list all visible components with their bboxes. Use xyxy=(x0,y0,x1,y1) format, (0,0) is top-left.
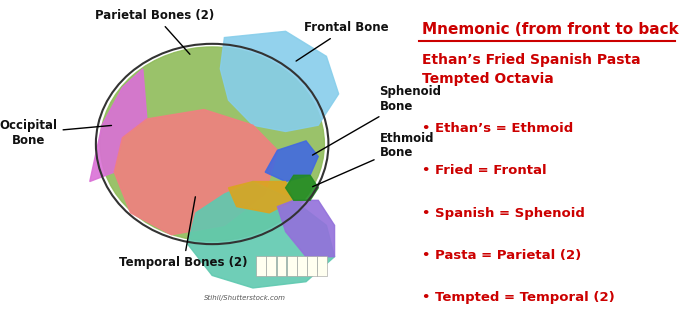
Text: Stihil/Shutterstock.com: Stihil/Shutterstock.com xyxy=(204,295,286,301)
Text: • Fried = Frontal: • Fried = Frontal xyxy=(422,164,546,177)
Text: Mnemonic (from front to back):: Mnemonic (from front to back): xyxy=(422,22,680,37)
Text: Frontal Bone: Frontal Bone xyxy=(296,21,389,61)
Polygon shape xyxy=(286,175,318,200)
FancyBboxPatch shape xyxy=(267,256,276,276)
FancyBboxPatch shape xyxy=(287,256,296,276)
Text: Ethmoid
Bone: Ethmoid Bone xyxy=(313,131,434,187)
Polygon shape xyxy=(228,182,294,213)
Text: • Ethan’s = Ethmoid: • Ethan’s = Ethmoid xyxy=(422,122,573,135)
FancyBboxPatch shape xyxy=(277,256,286,276)
Text: Sphenoid
Bone: Sphenoid Bone xyxy=(313,85,441,155)
Text: Ethan’s Fried Spanish Pasta
Tempted Octavia: Ethan’s Fried Spanish Pasta Tempted Octa… xyxy=(422,53,641,86)
FancyBboxPatch shape xyxy=(307,256,317,276)
Text: • Pasta = Parietal (2): • Pasta = Parietal (2) xyxy=(422,249,581,262)
Text: • Spanish = Sphenoid: • Spanish = Sphenoid xyxy=(422,207,585,220)
Text: • Tempted = Temporal (2): • Tempted = Temporal (2) xyxy=(422,291,614,304)
FancyBboxPatch shape xyxy=(297,256,307,276)
FancyBboxPatch shape xyxy=(256,256,266,276)
Polygon shape xyxy=(277,200,335,257)
Text: Temporal Bones (2): Temporal Bones (2) xyxy=(120,197,248,269)
Polygon shape xyxy=(90,69,147,182)
Text: Parietal Bones (2): Parietal Bones (2) xyxy=(95,9,215,54)
Ellipse shape xyxy=(100,47,324,241)
Text: Occipital
Bone: Occipital Bone xyxy=(0,119,112,147)
Polygon shape xyxy=(220,31,339,131)
Text: SUBSCRIBE: SUBSCRIBE xyxy=(639,300,674,305)
Polygon shape xyxy=(265,141,318,182)
FancyBboxPatch shape xyxy=(318,256,327,276)
Polygon shape xyxy=(188,182,335,288)
Polygon shape xyxy=(114,110,277,235)
